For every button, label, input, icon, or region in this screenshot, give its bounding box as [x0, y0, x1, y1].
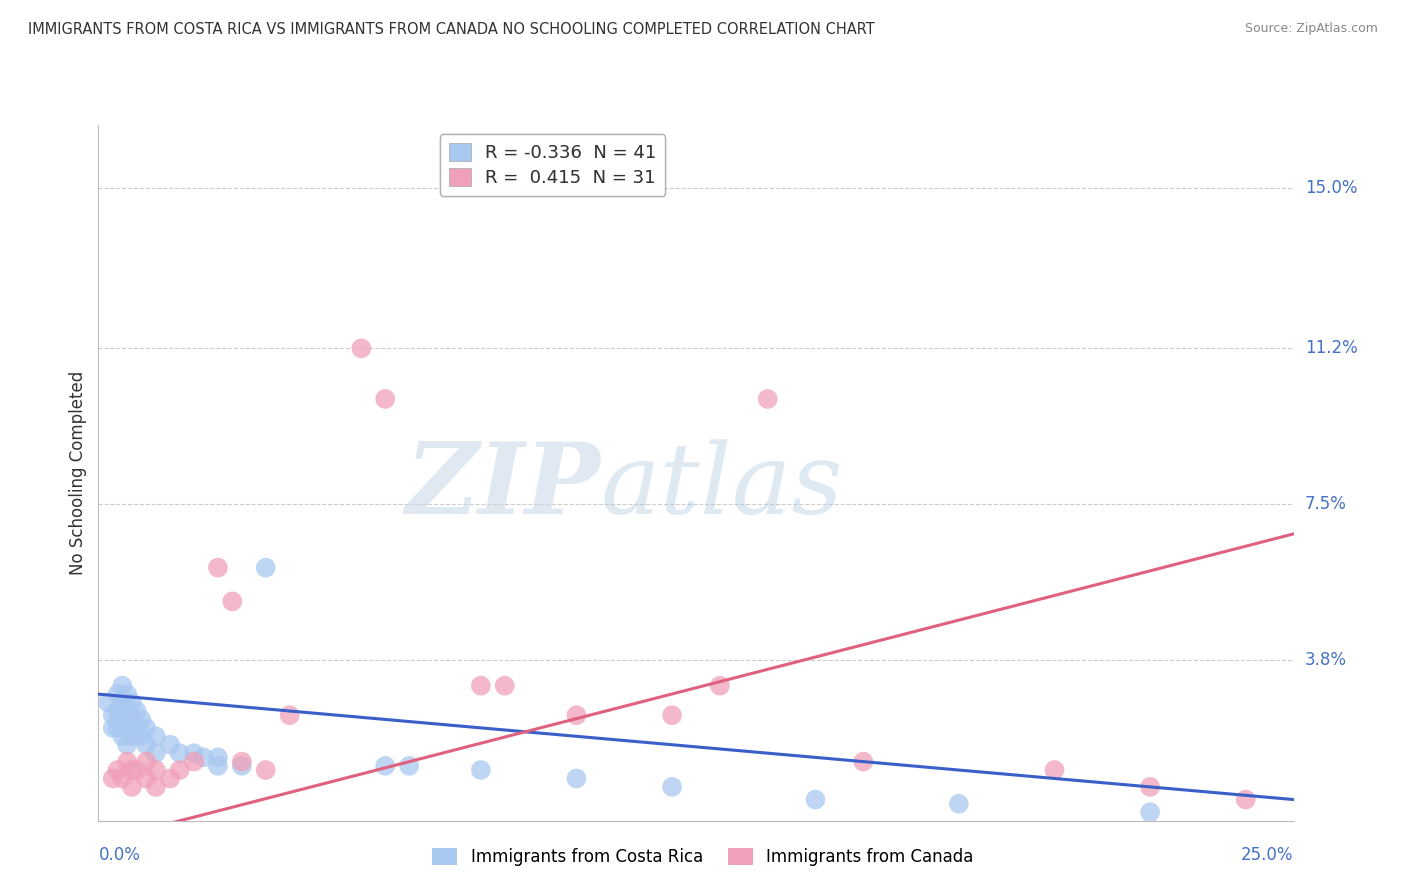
Point: [193, 750, 215, 764]
Point: [709, 679, 731, 693]
Point: [1043, 763, 1066, 777]
Point: [131, 713, 153, 727]
Point: [111, 729, 134, 743]
Point: [948, 797, 970, 811]
Point: [1234, 792, 1257, 806]
Point: [115, 721, 138, 735]
Point: [207, 750, 229, 764]
Point: [145, 729, 167, 743]
Point: [183, 755, 205, 769]
Point: [107, 763, 129, 777]
Point: [111, 713, 134, 727]
Point: [169, 763, 191, 777]
Point: [125, 763, 148, 777]
Point: [278, 708, 301, 723]
Point: [350, 342, 373, 356]
Point: [231, 755, 253, 769]
Point: [470, 679, 492, 693]
Legend: R = -0.336  N = 41, R =  0.415  N = 31: R = -0.336 N = 41, R = 0.415 N = 31: [440, 134, 665, 196]
Point: [97, 696, 120, 710]
Point: [231, 759, 253, 773]
Point: [135, 721, 157, 735]
Text: 0.0%: 0.0%: [98, 846, 141, 863]
Point: [398, 759, 420, 773]
Point: [374, 392, 396, 406]
Text: 25.0%: 25.0%: [1241, 846, 1294, 863]
Point: [121, 780, 143, 794]
Point: [111, 772, 134, 786]
Point: [107, 704, 129, 718]
Point: [1139, 805, 1161, 820]
Point: [494, 679, 516, 693]
Point: [101, 721, 124, 735]
Point: [115, 687, 138, 701]
Text: 3.8%: 3.8%: [1305, 651, 1347, 669]
Point: [145, 746, 167, 760]
Point: [131, 729, 153, 743]
Point: [145, 780, 167, 794]
Point: [183, 746, 205, 760]
Text: 11.2%: 11.2%: [1305, 339, 1357, 358]
Point: [1139, 780, 1161, 794]
Point: [159, 772, 181, 786]
Text: ZIP: ZIP: [405, 439, 600, 535]
Y-axis label: No Schooling Completed: No Schooling Completed: [69, 371, 87, 574]
Point: [565, 708, 588, 723]
Point: [207, 759, 229, 773]
Point: [145, 763, 167, 777]
Point: [374, 759, 396, 773]
Point: [470, 763, 492, 777]
Point: [125, 704, 148, 718]
Point: [115, 704, 138, 718]
Point: [804, 792, 827, 806]
Point: [135, 772, 157, 786]
Text: IMMIGRANTS FROM COSTA RICA VS IMMIGRANTS FROM CANADA NO SCHOOLING COMPLETED CORR: IMMIGRANTS FROM COSTA RICA VS IMMIGRANTS…: [28, 22, 875, 37]
Point: [107, 687, 129, 701]
Point: [221, 594, 243, 608]
Point: [107, 721, 129, 735]
Point: [121, 729, 143, 743]
Point: [135, 755, 157, 769]
Text: 15.0%: 15.0%: [1305, 179, 1357, 197]
Point: [121, 763, 143, 777]
Point: [207, 560, 229, 574]
Point: [565, 772, 588, 786]
Point: [115, 755, 138, 769]
Point: [101, 708, 124, 723]
Point: [111, 696, 134, 710]
Point: [756, 392, 779, 406]
Point: [169, 746, 191, 760]
Point: [111, 679, 134, 693]
Text: 7.5%: 7.5%: [1305, 495, 1347, 514]
Text: Source: ZipAtlas.com: Source: ZipAtlas.com: [1244, 22, 1378, 36]
Point: [121, 696, 143, 710]
Point: [101, 772, 124, 786]
Point: [159, 738, 181, 752]
Point: [852, 755, 875, 769]
Point: [135, 738, 157, 752]
Point: [661, 708, 683, 723]
Point: [254, 763, 277, 777]
Point: [125, 721, 148, 735]
Text: atlas: atlas: [600, 439, 844, 534]
Point: [661, 780, 683, 794]
Legend: Immigrants from Costa Rica, Immigrants from Canada: Immigrants from Costa Rica, Immigrants f…: [425, 840, 981, 875]
Point: [254, 560, 277, 574]
Point: [121, 713, 143, 727]
Point: [115, 738, 138, 752]
